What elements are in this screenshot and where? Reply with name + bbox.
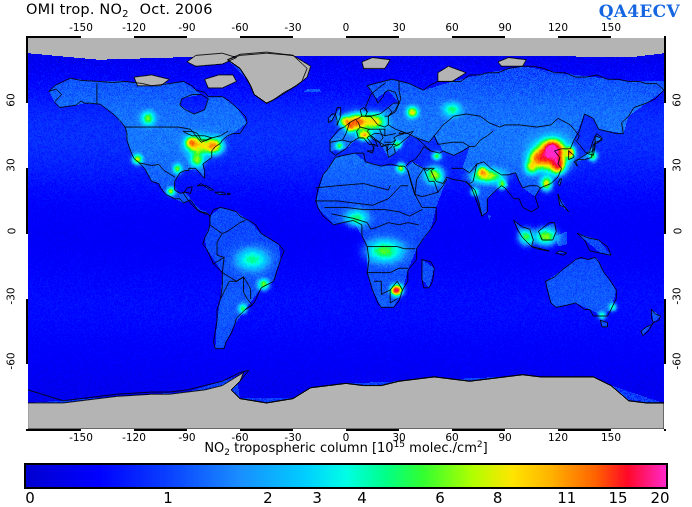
colorbar-tick-6: 6	[435, 489, 445, 507]
lon-label-bottom--30: -30	[284, 432, 302, 444]
colorbar-tick-11: 11	[557, 489, 577, 507]
colorbar-tick-3: 3	[312, 489, 322, 507]
lon-label-top-120: 120	[547, 22, 569, 34]
lat-tick-dash-right	[664, 363, 666, 429]
lat-tick-dash-left	[26, 363, 28, 429]
lat-label-right-60: 60	[672, 93, 684, 107]
lat-tick-dash-right	[664, 233, 666, 299]
colorbar-tick-2: 2	[263, 489, 273, 507]
title-species-subscript: 2	[122, 9, 129, 20]
lon-label-top-90: 90	[498, 22, 512, 34]
lon-label-bottom-90: 90	[498, 432, 512, 444]
cb-label-prefix: NO	[204, 441, 225, 456]
lon-label-top-60: 60	[445, 22, 459, 34]
lat-label-right-0: 0	[672, 227, 684, 234]
colorbar-tick-0: 0	[25, 489, 35, 507]
cb-label-end: ]	[482, 441, 488, 456]
cb-label-mid: tropospheric column [10	[230, 441, 394, 456]
lon-tick-dash-bottom	[81, 429, 134, 431]
lon-label-bottom--120: -120	[122, 432, 146, 444]
no2-heatmap-canvas[interactable]	[28, 38, 664, 429]
cb-label-sub: 2	[224, 448, 231, 458]
colorbar-tick-20: 20	[650, 489, 670, 507]
lon-tick-dash-bottom	[505, 429, 558, 431]
lon-tick-dash-top	[505, 36, 558, 38]
title-instrument: OMI trop. NO	[26, 2, 123, 18]
lon-label-top-0: 0	[342, 22, 350, 34]
colorbar-gradient	[26, 465, 666, 487]
lat-label-right--30: -30	[672, 287, 684, 305]
lat-label-left--60: -60	[6, 352, 18, 370]
lon-label-top--120: -120	[122, 22, 146, 34]
lat-label-left-60: 60	[6, 93, 18, 107]
lon-label-bottom-0: 0	[342, 432, 350, 444]
lat-label-left-30: 30	[6, 158, 18, 173]
lon-tick-dash-top	[81, 36, 134, 38]
lon-tick-dash-bottom	[611, 429, 664, 431]
lon-label-bottom-60: 60	[445, 432, 459, 444]
lat-tick-dash-right	[664, 103, 666, 169]
cb-label-suffix: molec./cm	[405, 441, 477, 456]
lat-label-left-0: 0	[6, 227, 18, 234]
lon-label-bottom--90: -90	[178, 432, 196, 444]
lon-label-top-150: 150	[600, 22, 622, 34]
lat-tick-dash-left	[26, 233, 28, 299]
lon-label-top-30: 30	[392, 22, 406, 34]
lon-label-bottom-120: 120	[547, 432, 569, 444]
colorbar-tick-8: 8	[492, 489, 503, 507]
page-title: OMI trop. NO2 Oct. 2006	[26, 2, 213, 20]
cb-label-sup2: 2	[476, 440, 483, 450]
lon-label-top--30: -30	[284, 22, 302, 34]
lon-tick-dash-bottom	[293, 429, 346, 431]
cb-label-sup: 15	[393, 440, 406, 450]
colorbar[interactable]	[24, 463, 668, 489]
qa4ecv-logo: QA4ECV	[598, 2, 680, 22]
title-period: Oct. 2006	[139, 2, 213, 18]
lon-tick-dash-top	[399, 36, 452, 38]
lon-label-bottom--150: -150	[69, 432, 93, 444]
lon-tick-dash-top	[293, 36, 346, 38]
lon-label-bottom-150: 150	[600, 432, 622, 444]
lat-tick-dash-left	[26, 103, 28, 169]
lon-tick-dash-top	[611, 36, 664, 38]
lon-tick-dash-top	[187, 36, 240, 38]
lon-tick-dash-bottom	[187, 429, 240, 431]
lon-label-top--90: -90	[178, 22, 196, 34]
lon-label-bottom-30: 30	[392, 432, 406, 444]
lat-label-right--60: -60	[672, 352, 684, 370]
lon-tick-dash-bottom	[399, 429, 452, 431]
lon-label-top--60: -60	[231, 22, 249, 34]
colorbar-tick-15: 15	[608, 489, 628, 507]
colorbar-tick-4: 4	[357, 489, 367, 507]
colorbar-tick-1: 1	[163, 489, 173, 507]
lat-label-right-30: 30	[672, 158, 684, 173]
colorbar-label: NO2 tropospheric column [1015 molec./cm2…	[204, 440, 487, 458]
map-panel[interactable]	[26, 36, 666, 431]
lon-label-top--150: -150	[69, 22, 93, 34]
lat-label-left--30: -30	[6, 287, 18, 305]
lon-label-bottom--60: -60	[231, 432, 249, 444]
